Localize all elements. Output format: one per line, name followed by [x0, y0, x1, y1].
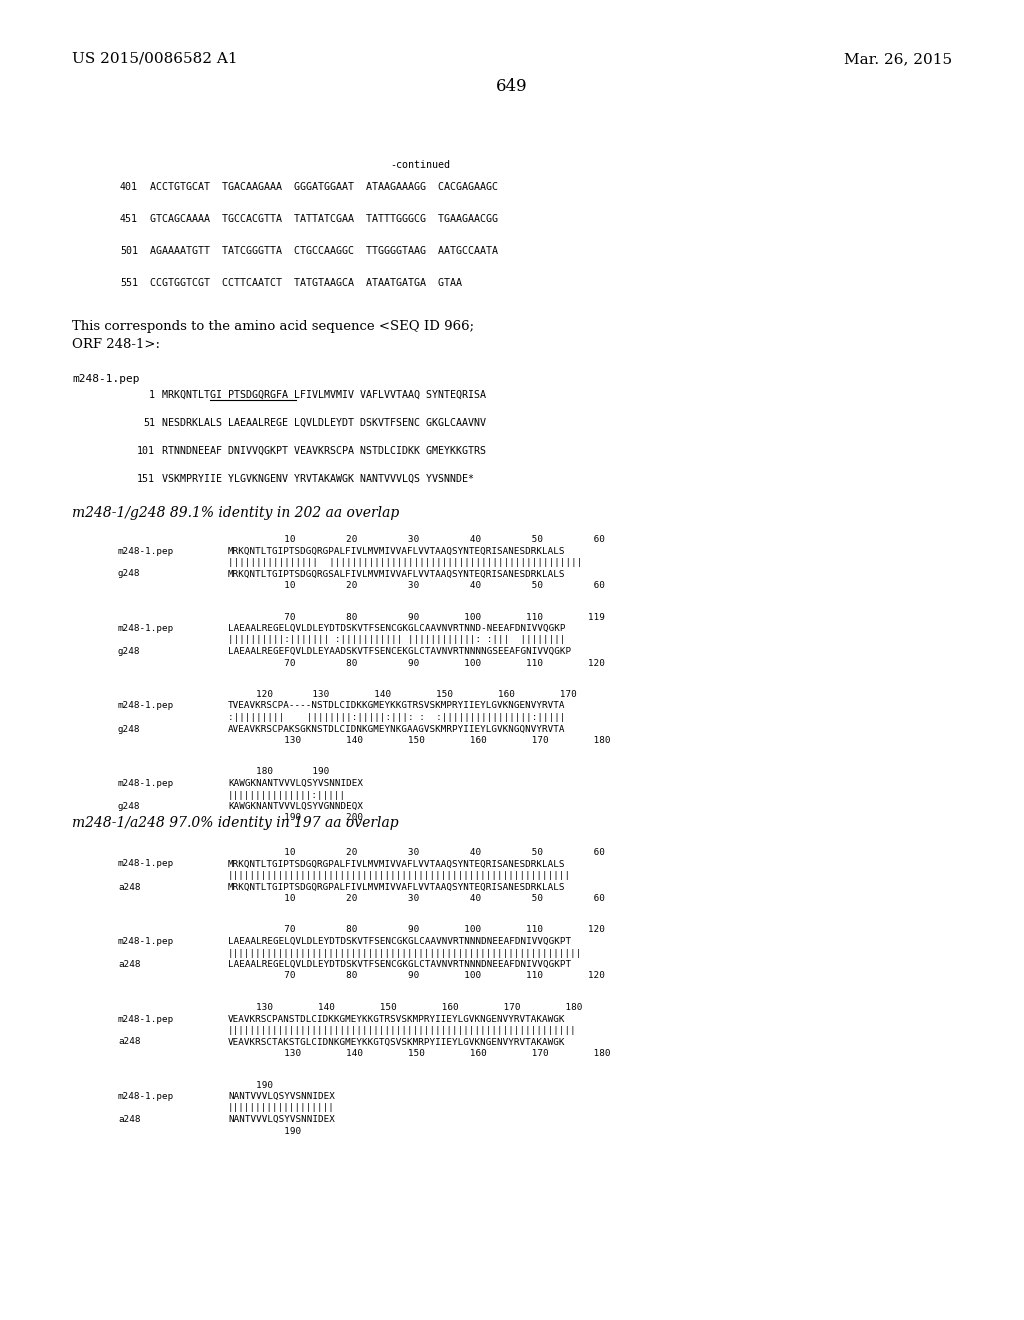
Text: a248: a248	[118, 960, 140, 969]
Text: RTNNDNEEAF DNIVVQGKPT VEAVKRSCPA NSTDLCIDKK GMEYKKGTRS: RTNNDNEEAF DNIVVQGKPT VEAVKRSCPA NSTDLCI…	[162, 446, 486, 455]
Text: m248-1.pep: m248-1.pep	[118, 937, 174, 946]
Text: g248: g248	[118, 725, 140, 734]
Text: g248: g248	[118, 569, 140, 578]
Text: |||||||||||||||||||||||||||||||||||||||||||||||||||||||||||||||: ||||||||||||||||||||||||||||||||||||||||…	[228, 949, 583, 957]
Text: 190: 190	[228, 1081, 273, 1089]
Text: m248-1.pep: m248-1.pep	[118, 546, 174, 556]
Text: m248-1.pep: m248-1.pep	[72, 374, 139, 384]
Text: VEAVKRSCPANSTDLCIDKKGMEYKKGTRSVSKMPRYIIEYLGVKNGENVYRVTAKAWGK: VEAVKRSCPANSTDLCIDKKGMEYKKGTRSVSKMPRYIIE…	[228, 1015, 565, 1023]
Text: a248: a248	[118, 883, 140, 891]
Text: AVEAVKRSCPAKSGKNSTDLCIDNKGMEYNKGAAGVSKMRPYIIEYLGVKNGQNVYRVTA: AVEAVKRSCPAKSGKNSTDLCIDNKGMEYNKGAAGVSKMR…	[228, 725, 565, 734]
Text: VEAVKRSCTAKSTGLCIDNKGMEYKKGTQSVSKMRPYIIEYLGVKNGENVYRVTAKAWGK: VEAVKRSCTAKSTGLCIDNKGMEYKKGTQSVSKMRPYIIE…	[228, 1038, 565, 1047]
Text: MRKQNTLTGIPTSDGQRGPALFIVLMVMIVVAFLVVTAAQSYNTEQRISANESDRKLALS: MRKQNTLTGIPTSDGQRGPALFIVLMVMIVVAFLVVTAAQ…	[228, 859, 565, 869]
Text: ||||||||||:||||||| :||||||||||| ||||||||||||: :|||  ||||||||: ||||||||||:||||||| :||||||||||| ||||||||…	[228, 635, 565, 644]
Text: 10         20         30         40         50         60: 10 20 30 40 50 60	[228, 535, 605, 544]
Text: 70         80         90        100        110        120: 70 80 90 100 110 120	[228, 972, 605, 981]
Text: 70         80         90        100        110        120: 70 80 90 100 110 120	[228, 659, 605, 668]
Text: 190: 190	[228, 1126, 301, 1135]
Text: NESDRKLALS LAEAALREGE LQVLDLEYDT DSKVTFSENC GKGLCAAVNV: NESDRKLALS LAEAALREGE LQVLDLEYDT DSKVTFS…	[162, 418, 486, 428]
Text: m248-1.pep: m248-1.pep	[118, 1015, 174, 1023]
Text: 70         80         90        100        110        119: 70 80 90 100 110 119	[228, 612, 605, 622]
Text: 51: 51	[143, 418, 155, 428]
Text: 501: 501	[120, 246, 138, 256]
Text: 70         80         90        100        110        120: 70 80 90 100 110 120	[228, 925, 605, 935]
Text: 401: 401	[120, 182, 138, 191]
Text: -continued: -continued	[390, 160, 450, 170]
Text: 649: 649	[497, 78, 527, 95]
Text: |||||||||||||||:|||||: |||||||||||||||:|||||	[228, 791, 346, 800]
Text: 451: 451	[120, 214, 138, 224]
Text: MRKQNTLTGI PTSDGQRGFA LFIVLMVMIV VAFLVVTAAQ SYNTEQRISA: MRKQNTLTGI PTSDGQRGFA LFIVLMVMIV VAFLVVT…	[162, 389, 486, 400]
Text: 551: 551	[120, 279, 138, 288]
Text: KAWGKNANTVVVLQSYVGNNDEQX: KAWGKNANTVVVLQSYVGNNDEQX	[228, 803, 362, 810]
Text: ||||||||||||||||  |||||||||||||||||||||||||||||||||||||||||||||: |||||||||||||||| |||||||||||||||||||||||…	[228, 558, 583, 568]
Text: 180       190: 180 190	[228, 767, 330, 776]
Text: m248-1.pep: m248-1.pep	[118, 1092, 174, 1101]
Text: CCGTGGTCGT  CCTTCAATCT  TATGTAAGCA  ATAATGATGA  GTAA: CCGTGGTCGT CCTTCAATCT TATGTAAGCA ATAATGA…	[150, 279, 462, 288]
Text: 10         20         30         40         50         60: 10 20 30 40 50 60	[228, 581, 605, 590]
Text: :|||||||||    ||||||||:|||||:|||: :  :||||||||||||||||:|||||: :||||||||| ||||||||:|||||:|||: : :||||||…	[228, 713, 565, 722]
Text: g248: g248	[118, 803, 140, 810]
Text: ORF 248-1>:: ORF 248-1>:	[72, 338, 160, 351]
Text: a248: a248	[118, 1115, 140, 1125]
Text: LAEAALREGELQVLDLEYDTDSKVTFSENCGKGLCTAVNVRTNNNDNEEAFDNIVVQGKPT: LAEAALREGELQVLDLEYDTDSKVTFSENCGKGLCTAVNV…	[228, 960, 571, 969]
Text: 130        140        150        160        170        180: 130 140 150 160 170 180	[228, 1049, 610, 1059]
Text: ACCTGTGCAT  TGACAAGAAA  GGGATGGAAT  ATAAGAAAGG  CACGAGAAGC: ACCTGTGCAT TGACAAGAAA GGGATGGAAT ATAAGAA…	[150, 182, 498, 191]
Text: 130        140        150        160        170        180: 130 140 150 160 170 180	[228, 737, 610, 744]
Text: m248-1/a248 97.0% identity in 197 aa overlap: m248-1/a248 97.0% identity in 197 aa ove…	[72, 816, 398, 830]
Text: m248-1.pep: m248-1.pep	[118, 859, 174, 869]
Text: KAWGKNANTVVVLQSYVSNNIDEX: KAWGKNANTVVVLQSYVSNNIDEX	[228, 779, 362, 788]
Text: NANTVVVLQSYVSNNIDEX: NANTVVVLQSYVSNNIDEX	[228, 1092, 335, 1101]
Text: 190        200: 190 200	[228, 813, 362, 822]
Text: LAEAALREGEFQVLDLEYAADSKVTFSENCEKGLCTAVNVRTNNNNGSEEAFGNIVVQGKP: LAEAALREGEFQVLDLEYAADSKVTFSENCEKGLCTAVNV…	[228, 647, 571, 656]
Text: Mar. 26, 2015: Mar. 26, 2015	[844, 51, 952, 66]
Text: LAEAALREGELQVLDLEYDTDSKVTFSENCGKGLCAAVNVRTNND-NEEAFDNIVVQGKP: LAEAALREGELQVLDLEYDTDSKVTFSENCGKGLCAAVNV…	[228, 624, 565, 634]
Text: g248: g248	[118, 647, 140, 656]
Text: NANTVVVLQSYVSNNIDEX: NANTVVVLQSYVSNNIDEX	[228, 1115, 335, 1125]
Text: 10         20         30         40         50         60: 10 20 30 40 50 60	[228, 847, 605, 857]
Text: m248-1.pep: m248-1.pep	[118, 701, 174, 710]
Text: 151: 151	[137, 474, 155, 484]
Text: a248: a248	[118, 1038, 140, 1047]
Text: TVEAVKRSCPA----NSTDLCIDKKGMEYKKGTRSVSKMPRYIIEYLGVKNGENVYRVTA: TVEAVKRSCPA----NSTDLCIDKKGMEYKKGTRSVSKMP…	[228, 701, 565, 710]
Text: m248-1.pep: m248-1.pep	[118, 624, 174, 634]
Text: ||||||||||||||||||||||||||||||||||||||||||||||||||||||||||||||: ||||||||||||||||||||||||||||||||||||||||…	[228, 1026, 577, 1035]
Text: m248-1/g248 89.1% identity in 202 aa overlap: m248-1/g248 89.1% identity in 202 aa ove…	[72, 506, 399, 520]
Text: |||||||||||||||||||: |||||||||||||||||||	[228, 1104, 335, 1113]
Text: 130        140        150        160        170        180: 130 140 150 160 170 180	[228, 1003, 583, 1012]
Text: m248-1.pep: m248-1.pep	[118, 779, 174, 788]
Text: |||||||||||||||||||||||||||||||||||||||||||||||||||||||||||||: ||||||||||||||||||||||||||||||||||||||||…	[228, 871, 571, 880]
Text: This corresponds to the amino acid sequence <SEQ ID 966;: This corresponds to the amino acid seque…	[72, 319, 474, 333]
Text: GTCAGCAAAA  TGCCACGTTA  TATTATCGAA  TATTTGGGCG  TGAAGAACGG: GTCAGCAAAA TGCCACGTTA TATTATCGAA TATTTGG…	[150, 214, 498, 224]
Text: US 2015/0086582 A1: US 2015/0086582 A1	[72, 51, 238, 66]
Text: 120       130        140        150        160        170: 120 130 140 150 160 170	[228, 690, 577, 700]
Text: 101: 101	[137, 446, 155, 455]
Text: 1: 1	[150, 389, 155, 400]
Text: MRKQNTLTGIPTSDGQRGPALFIVLMVMIVVAFLVVTAAQSYNTEQRISANESDRKLALS: MRKQNTLTGIPTSDGQRGPALFIVLMVMIVVAFLVVTAAQ…	[228, 546, 565, 556]
Text: 10         20         30         40         50         60: 10 20 30 40 50 60	[228, 894, 605, 903]
Text: MRKQNTLTGIPTSDGQRGPALFIVLMVMIVVAFLVVTAAQSYNTEQRISANESDRKLALS: MRKQNTLTGIPTSDGQRGPALFIVLMVMIVVAFLVVTAAQ…	[228, 883, 565, 891]
Text: MRKQNTLTGIPTSDGQRGSALFIVLMVMIVVAFLVVTAAQSYNTEQRISANESDRKLALS: MRKQNTLTGIPTSDGQRGSALFIVLMVMIVVAFLVVTAAQ…	[228, 569, 565, 578]
Text: AGAAAATGTT  TATCGGGTTA  CTGCCAAGGC  TTGGGGTAAG  AATGCCAATA: AGAAAATGTT TATCGGGTTA CTGCCAAGGC TTGGGGT…	[150, 246, 498, 256]
Text: LAEAALREGELQVLDLEYDTDSKVTFSENCGKGLCAAVNVRTNNNDNEEAFDNIVVQGKPT: LAEAALREGELQVLDLEYDTDSKVTFSENCGKGLCAAVNV…	[228, 937, 571, 946]
Text: VSKMPRYIIE YLGVKNGENV YRVTAKAWGK NANTVVVLQS YVSNNDE*: VSKMPRYIIE YLGVKNGENV YRVTAKAWGK NANTVVV…	[162, 474, 474, 484]
